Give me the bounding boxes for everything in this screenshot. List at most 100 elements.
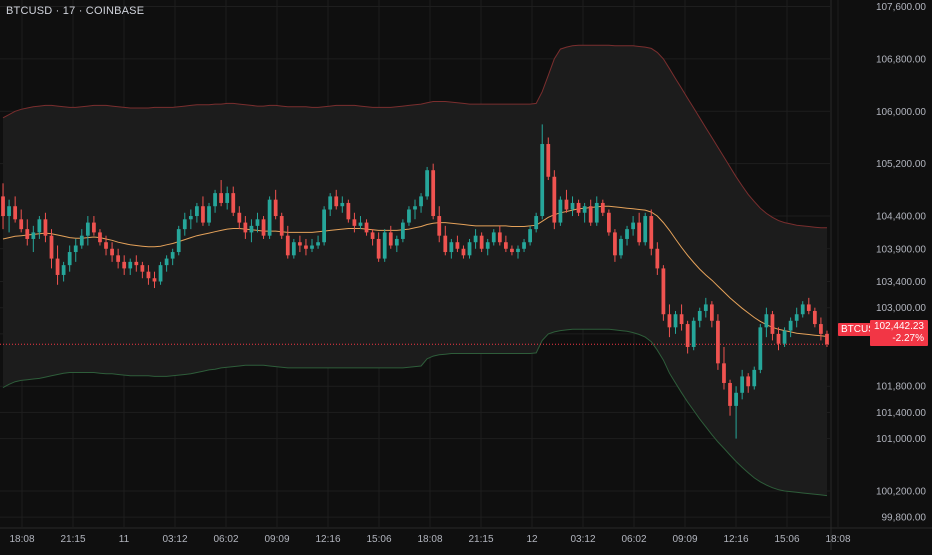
candle-body (231, 193, 236, 213)
candle (388, 225, 393, 249)
candle (413, 199, 417, 220)
x-tick-label: 03:12 (162, 534, 187, 545)
candle (722, 346, 726, 390)
candle (67, 245, 72, 272)
candle-body (285, 235, 290, 256)
candle-body (485, 242, 490, 249)
candle-body (528, 229, 532, 243)
candle (346, 199, 351, 223)
candle-body (582, 206, 587, 213)
candle (134, 255, 139, 272)
candle-body (310, 245, 314, 249)
candle-body (588, 206, 593, 223)
candle (758, 324, 763, 374)
candle-body (31, 232, 36, 239)
candle-body (510, 248, 514, 253)
candle (594, 196, 599, 226)
candle-body (776, 333, 781, 344)
candle-body (146, 271, 151, 279)
candle (679, 304, 684, 331)
candle-body (328, 196, 333, 210)
candle-body (825, 333, 829, 345)
candle (812, 307, 817, 328)
candle-body (170, 252, 175, 259)
candle-body (182, 219, 187, 230)
candle (285, 225, 290, 259)
x-tick-label: 12 (526, 534, 538, 545)
y-tick-label: 103,900.00 (876, 244, 926, 255)
candle (304, 238, 308, 256)
candle (352, 212, 357, 233)
candle-body (425, 170, 429, 197)
candle (800, 301, 805, 318)
candle-body (740, 376, 745, 393)
candle-body (522, 242, 526, 249)
candle-body (158, 265, 163, 282)
candle-body (685, 324, 690, 347)
candle (73, 238, 78, 262)
candles (1, 124, 829, 439)
candle-body (249, 225, 254, 233)
candle-body (61, 265, 66, 275)
candle-body (92, 222, 96, 233)
candle-body (322, 209, 327, 243)
candle (394, 235, 399, 253)
candle (570, 196, 575, 217)
y-tick-label: 99,800.00 (882, 513, 927, 524)
candle-body (679, 314, 684, 325)
candle-body (298, 242, 302, 246)
candle-body (516, 248, 520, 253)
candle (104, 235, 108, 256)
y-tick-label: 106,000.00 (876, 107, 926, 118)
candle-body (716, 320, 720, 364)
candle-body (188, 216, 193, 220)
candle (746, 373, 751, 393)
candle-body (261, 219, 266, 236)
candle-body (576, 202, 581, 213)
candle-body (558, 199, 563, 223)
candle (31, 225, 36, 253)
candle (1, 183, 5, 230)
x-tick-label: 18:08 (417, 534, 442, 545)
candle (740, 369, 745, 400)
candle (382, 229, 387, 262)
candle (195, 202, 199, 223)
candle-body (316, 242, 320, 246)
candle-body (758, 327, 763, 370)
candle (582, 202, 587, 223)
candle (92, 216, 96, 236)
y-tick-label: 103,400.00 (876, 277, 926, 288)
candle-body (619, 238, 623, 256)
candle (273, 189, 278, 220)
candle-body (37, 219, 42, 233)
candle (649, 209, 654, 256)
candle-body (279, 216, 284, 236)
candle (764, 307, 769, 338)
candle (576, 199, 581, 217)
candle (37, 216, 42, 239)
current-price-tag: 102,442.23 -2.27% (869, 320, 928, 346)
candle-body (176, 229, 181, 253)
candle (631, 216, 635, 236)
candle-body (709, 304, 714, 321)
candle-body (152, 278, 157, 282)
candle-body (98, 232, 102, 243)
candle-body (606, 212, 611, 233)
candle-body (237, 212, 242, 223)
candle (697, 307, 702, 328)
candle-body (570, 202, 575, 210)
x-tick-label: 12:16 (723, 534, 748, 545)
candle-body (794, 314, 799, 321)
candle (485, 238, 490, 256)
candle-body (201, 206, 205, 223)
candle-body (352, 219, 357, 226)
candle (588, 199, 593, 226)
candle (637, 212, 642, 246)
candle-body (79, 235, 84, 246)
candle-body (722, 363, 726, 383)
candle (201, 196, 205, 226)
candle (673, 310, 678, 334)
candle (709, 301, 714, 328)
